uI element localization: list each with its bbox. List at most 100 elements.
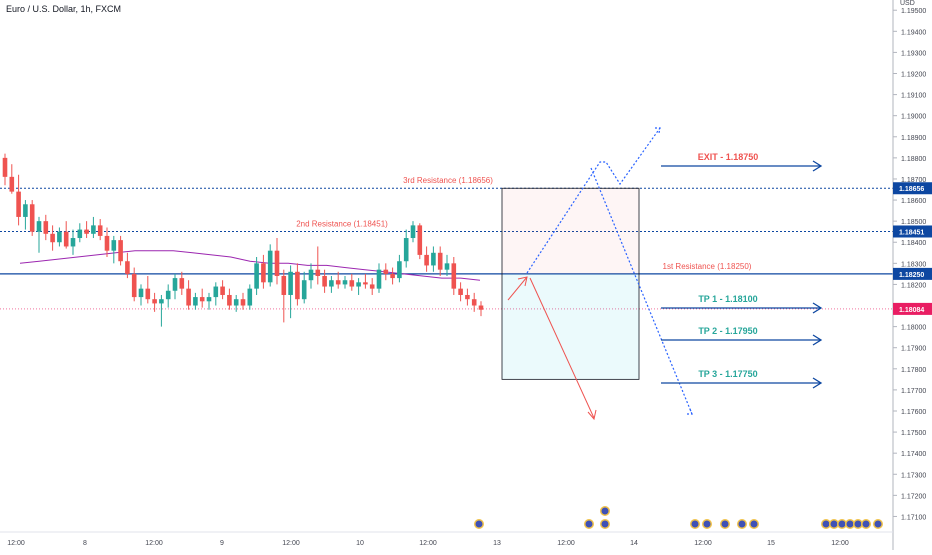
axis-currency: USD <box>900 0 915 7</box>
candle <box>281 269 287 323</box>
candle-body <box>179 278 185 289</box>
target-tp: TP 3 - 1.17750 <box>661 369 823 389</box>
candle-body <box>431 252 436 266</box>
candle-body <box>390 273 395 279</box>
candle <box>274 238 280 285</box>
candle <box>329 275 334 293</box>
event-flag-icon <box>845 519 855 529</box>
candle-body <box>29 204 35 232</box>
target-arrowhead <box>812 302 823 314</box>
candle-body <box>281 275 287 295</box>
candle <box>97 219 103 241</box>
candle-body <box>261 263 266 283</box>
price-tick-label: 1.19200 <box>901 71 926 78</box>
event-flag-icon <box>600 506 610 516</box>
current-price-label: 1.18084 <box>899 307 924 314</box>
candle-body <box>199 297 205 302</box>
short-arrowhead <box>587 409 597 421</box>
candle <box>356 278 361 295</box>
level-axis-label: 1.18451 <box>899 229 924 236</box>
price-tick-label: 1.18000 <box>901 325 926 332</box>
candle <box>444 254 450 276</box>
event-center <box>854 520 862 528</box>
candle <box>70 229 76 255</box>
event-center <box>738 520 746 528</box>
candle <box>431 246 436 272</box>
level-axis-label: 1.18656 <box>899 186 924 193</box>
candle-body <box>233 299 239 306</box>
candle-body <box>308 269 314 281</box>
candle-body <box>16 191 21 217</box>
candle-body <box>186 288 191 306</box>
candle <box>261 254 266 289</box>
target-arrowhead <box>812 160 823 172</box>
candle-body <box>152 299 157 304</box>
candle <box>458 282 463 302</box>
level-axis-tag <box>893 267 932 280</box>
candle <box>315 246 321 285</box>
event-center <box>862 520 870 528</box>
level-label: 2nd Resistance (1.18451) <box>296 219 388 228</box>
candle-body <box>356 282 361 287</box>
target-label: TP 1 - 1.18100 <box>698 294 757 304</box>
time-tick-label: 15 <box>767 540 775 547</box>
candle-body <box>84 229 89 234</box>
candle-body <box>478 305 484 310</box>
candle-body <box>220 286 225 295</box>
candle-body <box>424 254 429 266</box>
event-flag-icon <box>600 519 610 529</box>
candle-body <box>444 263 450 270</box>
candle-body <box>301 280 307 300</box>
candle-body <box>369 284 375 289</box>
candle-body <box>322 275 327 287</box>
candle-body <box>23 204 28 217</box>
candle-body <box>342 280 348 285</box>
candle <box>301 271 307 304</box>
time-tick-label: 12:00 <box>557 540 575 547</box>
candle-body <box>349 280 355 287</box>
price-tick-label: 1.17100 <box>901 514 926 521</box>
price-tick-label: 1.19300 <box>901 50 926 57</box>
projection-arrowhead <box>687 408 693 415</box>
event-center <box>475 520 483 528</box>
candle-body <box>111 240 117 251</box>
candle <box>104 227 110 258</box>
price-tick-label: 1.19500 <box>901 8 926 15</box>
price-tick-label: 1.18200 <box>901 282 926 289</box>
candle <box>29 200 35 236</box>
candle <box>145 275 151 304</box>
event-flag-icon <box>829 519 839 529</box>
time-axis[interactable]: 12:00 8 12:00 9 12:00 10 12:00 13 12:00 14 12:00 15… <box>0 531 893 547</box>
candle <box>220 280 225 300</box>
bullish-projection <box>526 127 661 274</box>
candle <box>91 216 96 239</box>
candle-body <box>254 263 259 289</box>
candle <box>465 288 470 306</box>
price-axis[interactable]: 1.19500 1.19400 1.19300 1.19200 1.19100 1.190… <box>892 0 932 550</box>
price-tick-label: 1.18700 <box>901 177 926 184</box>
candle <box>322 269 327 293</box>
price-tick-label: 1.17800 <box>901 367 926 374</box>
candle-body <box>125 261 130 274</box>
event-center <box>601 520 609 528</box>
candle-body <box>410 225 416 239</box>
profit-zone <box>502 273 639 380</box>
candle-body <box>172 278 178 291</box>
candle-body <box>471 299 477 306</box>
price-tick-label: 1.17500 <box>901 430 926 437</box>
event-flag-icon <box>720 519 730 529</box>
event-center <box>822 520 830 528</box>
candle-body <box>240 299 246 306</box>
price-tick-label: 1.18800 <box>901 156 926 163</box>
candle <box>16 174 21 226</box>
candle <box>233 294 239 312</box>
candle <box>471 292 477 312</box>
chart-title: Euro / U.S. Dollar, 1h, FXCM <box>6 4 122 14</box>
short-arrow <box>529 277 595 419</box>
price-tick-label: 1.17700 <box>901 388 926 395</box>
time-tick-label: 12:00 <box>831 540 849 547</box>
candle <box>342 275 348 289</box>
candle <box>125 252 130 279</box>
event-center <box>874 520 882 528</box>
